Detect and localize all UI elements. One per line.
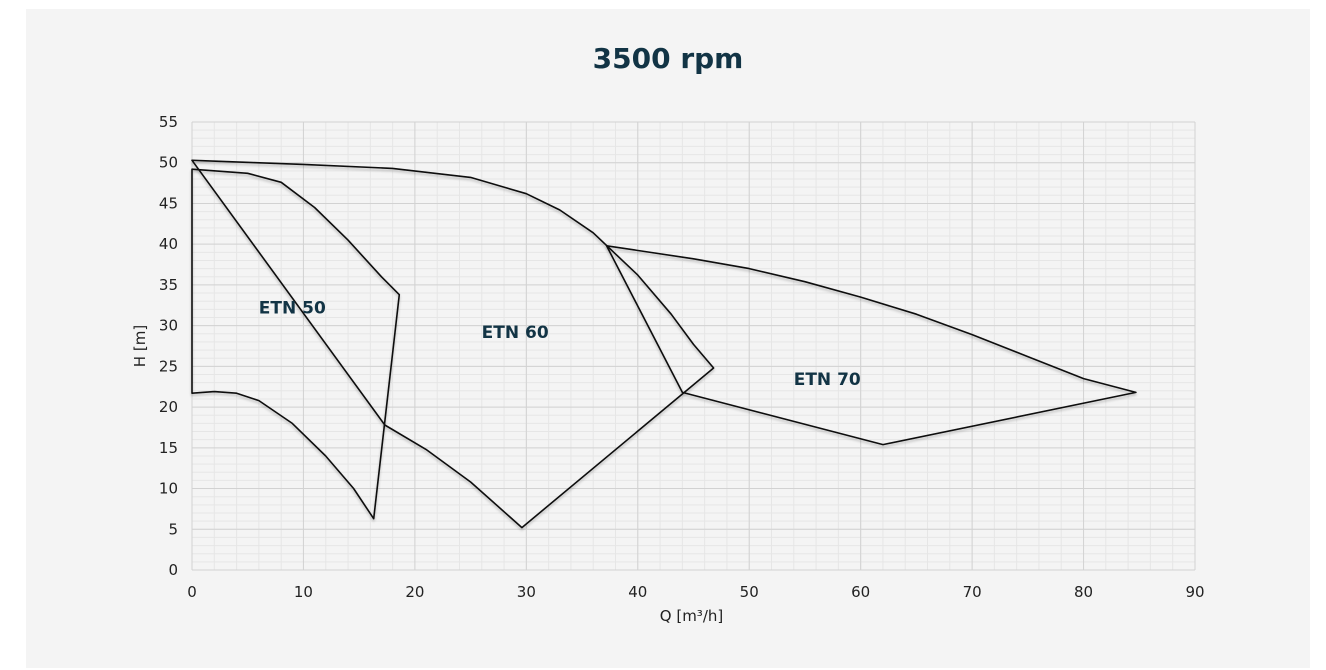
- x-tick-label: 30: [517, 583, 536, 601]
- chart-card: [26, 9, 1310, 668]
- region-label-3: ETN 70: [794, 370, 861, 390]
- x-tick-label: 80: [1074, 583, 1093, 601]
- y-tick-label: 10: [159, 480, 178, 498]
- minor-gridlines: [191, 121, 1196, 571]
- region-label-2: ETN 60: [482, 323, 549, 343]
- y-tick-label: 50: [159, 154, 178, 172]
- y-axis-ticks: 0 5 10 15 20 25 30 35 40 45 50 55: [159, 113, 178, 579]
- x-axis-title: Q [m³/h]: [660, 607, 723, 625]
- y-tick-label: 55: [159, 113, 178, 131]
- x-tick-label: 0: [187, 583, 197, 601]
- y-tick-label: 45: [159, 194, 178, 212]
- y-tick-label: 0: [168, 561, 178, 579]
- y-tick-label: 35: [159, 276, 178, 294]
- x-tick-label: 40: [628, 583, 647, 601]
- series-group: [191, 159, 1137, 529]
- y-tick-label: 25: [159, 357, 178, 375]
- x-tick-label: 10: [294, 583, 313, 601]
- y-tick-label: 15: [159, 439, 178, 457]
- y-tick-label: 5: [168, 520, 178, 538]
- series-curve-3: [605, 245, 1137, 446]
- x-axis-ticks: 0 10 20 30 40 50 60 70 80 90: [187, 583, 1204, 601]
- series-curve-2: [191, 159, 715, 529]
- y-tick-label: 30: [159, 317, 178, 335]
- y-tick-label: 20: [159, 398, 178, 416]
- chart-title: 3500 rpm: [592, 42, 744, 75]
- series-curve-1: [191, 168, 401, 520]
- y-tick-label: 40: [159, 235, 178, 253]
- x-tick-label: 60: [851, 583, 870, 601]
- major-gridlines: [191, 121, 1196, 571]
- y-axis-title: H [m]: [131, 325, 149, 367]
- region-label-1: ETN 50: [259, 298, 326, 318]
- x-tick-label: 70: [963, 583, 982, 601]
- x-tick-label: 90: [1185, 583, 1204, 601]
- x-tick-label: 20: [405, 583, 424, 601]
- x-tick-label: 50: [740, 583, 759, 601]
- region-labels: ETN 50 ETN 60 ETN 70: [259, 298, 861, 390]
